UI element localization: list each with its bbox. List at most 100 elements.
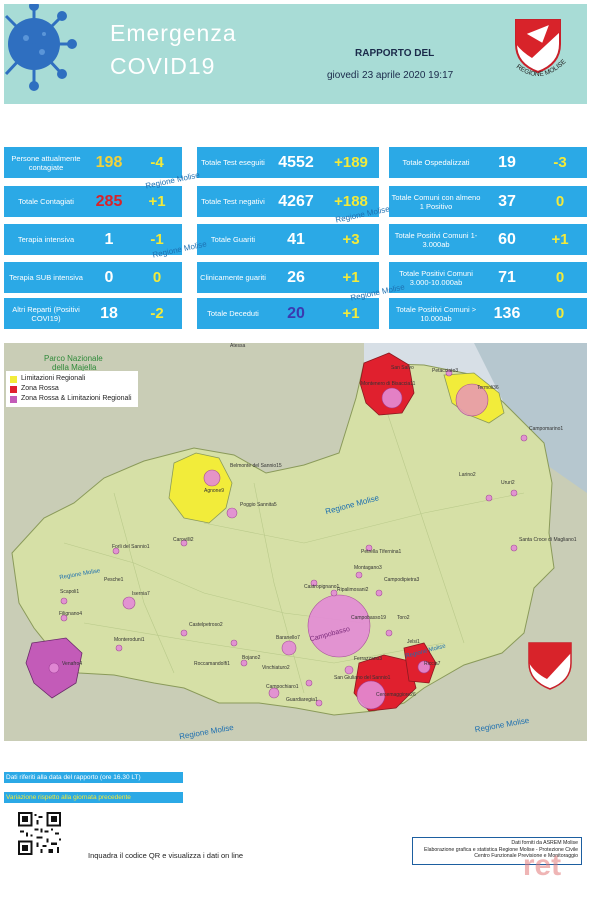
stat-label: Terapia intensiva [17,235,75,244]
place-label: Baranello7 [276,635,300,641]
stat-value: 26 [287,268,305,286]
stat-label: Persone attualmente contagiate [11,153,81,172]
stat-value: 19 [498,153,516,171]
stat-box: Persone attualmente contagiate 198 -4 [4,147,182,178]
credit-line: Centro Funzionale Previsione e Monitorag… [474,853,578,859]
place-label: Campobasso19 [351,615,386,621]
legend-item: Zona Rossa [10,384,132,394]
legend-label: Limitazioni Regionali [21,375,86,382]
stat-box: Totale Ospedalizzati 19 -3 [389,147,587,178]
credit-line: Elaborazione grafica e statistica Region… [424,846,578,853]
place-label: Santa Croce di Magliano1 [519,537,577,543]
stat-delta: +1 [551,231,569,248]
legend-swatch [10,385,17,393]
stat-value: 136 [493,304,521,322]
stat-label: Totale Deceduti [207,309,259,318]
place-label: Cercemaggiore26 [376,692,416,698]
stat-delta: +1 [342,269,360,286]
stat-label: Totale Positivi Comuni 1-3.000ab [394,230,478,249]
place-label: Filignano4 [59,611,82,617]
report-date: giovedì 23 aprile 2020 19:17 [327,70,454,81]
place-label: Toro2 [397,615,410,621]
place-label: Montenero di Bisaccia11 [361,381,416,387]
stat-delta: -3 [553,154,567,171]
stat-label: Totale Test negativi [201,197,265,206]
map-logo-icon [528,642,572,690]
place-label: Campochiaro1 [266,684,299,690]
park-label: della Majella [52,363,97,372]
place-label: Jelsi1 [407,639,420,645]
place-label: Castelpetroso2 [189,622,223,628]
stat-value: 71 [498,268,516,286]
place-label: Carovilli2 [173,537,194,543]
place-label: Agnone9 [204,488,224,494]
place-label: Guardiaregia1 [286,697,318,703]
stat-value: 198 [95,153,123,171]
title-line-1: Emergenza [110,20,237,46]
place-label: Poggio Sannita5 [240,502,277,508]
place-label: Roccamandolfi1 [194,661,230,667]
place-label: Termoli36 [477,385,499,391]
map-legend: Limitazioni Regionali Zona Rossa Zona Ro… [6,371,138,407]
stat-value: 0 [104,268,114,286]
stat-delta: +189 [334,154,368,171]
footer-note-variation: Variazione rispetto alla giornata preced… [4,792,183,803]
stat-value: 4267 [278,192,314,210]
stat-box: Totale Positivi Comuni 3.000-10.000ab 71 0 [389,262,587,293]
stat-delta: -4 [150,154,164,171]
place-label: San Giuliano del Sannio1 [334,675,391,681]
title-line-2: COVID19 [110,53,216,79]
place-label: Pesche1 [104,577,124,583]
stat-box: Totale Test eseguiti 4552 +189 [197,147,379,178]
stat-label: Altri Reparti (Positivi COVI19) [12,304,80,323]
stamp-logo: ret [523,849,561,880]
stat-delta: 0 [152,269,162,286]
stat-delta: +3 [342,231,360,248]
stat-delta: 0 [555,305,565,322]
place-label: Belmonte del Sannio15 [230,463,282,469]
place-label: Riccia7 [424,661,441,667]
stat-value: 18 [100,304,118,322]
stat-delta: 0 [555,193,565,210]
legend-item: Zona Rossa & Limitazioni Regionali [10,394,132,404]
stat-box: Clinicamente guariti 26 +1 [197,262,379,293]
stat-delta: -2 [150,305,164,322]
stat-delta: +1 [342,305,360,322]
stat-delta: +1 [148,193,166,210]
stat-box: Totale Test negativi 4267 +188 [197,186,379,217]
legend-swatch [10,395,17,403]
stat-value: 37 [498,192,516,210]
legend-swatch [10,375,17,383]
place-label: Campodipietra3 [384,577,420,583]
place-label: Petacciato3 [432,368,458,374]
place-label: Vinchiaturo2 [262,665,290,671]
stat-box: Altri Reparti (Positivi COVI19) 18 -2 [4,298,182,329]
stat-box: Totale Deceduti 20 +1 [197,298,379,329]
place-label: Venafro4 [62,661,82,667]
stat-label: Totale Comuni con almeno 1 Positivo [391,192,481,211]
stat-value: 4552 [278,153,314,171]
stat-label: Totale Positivi Comuni > 10.000ab [395,304,477,323]
legend-item: Limitazioni Regionali [10,374,132,384]
stat-delta: 0 [555,269,565,286]
stamp-text: ret [523,849,561,880]
park-label: Parco Nazionale [44,354,103,363]
footer-note-data: Dati riferiti alla data del rapporto (or… [4,772,183,783]
place-label: Ururi2 [501,480,515,486]
stat-label: Terapia SUB intensiva [9,273,83,282]
credit-line: Dati forniti da ASREM Molise [511,840,578,846]
report-header [4,4,587,104]
place-label: Castropignano1 [304,584,340,590]
qr-caption: Inquadra il codice QR e visualizza i dat… [88,851,244,860]
stat-label: Totale Contagiati [18,197,74,206]
qr-code-icon[interactable] [18,812,61,855]
stat-label: Totale Positivi Comuni 3.000-10.000ab [399,268,473,287]
stat-label: Totale Ospedalizzati [402,158,470,167]
virus-icon [4,4,77,91]
place-label: Scapoli1 [60,589,79,595]
place-label: Atessa [230,343,246,349]
place-label: Ripalimosani2 [337,587,369,593]
place-label: Bojano2 [242,655,261,661]
stat-value: 1 [104,230,114,248]
stat-delta: -1 [150,231,164,248]
